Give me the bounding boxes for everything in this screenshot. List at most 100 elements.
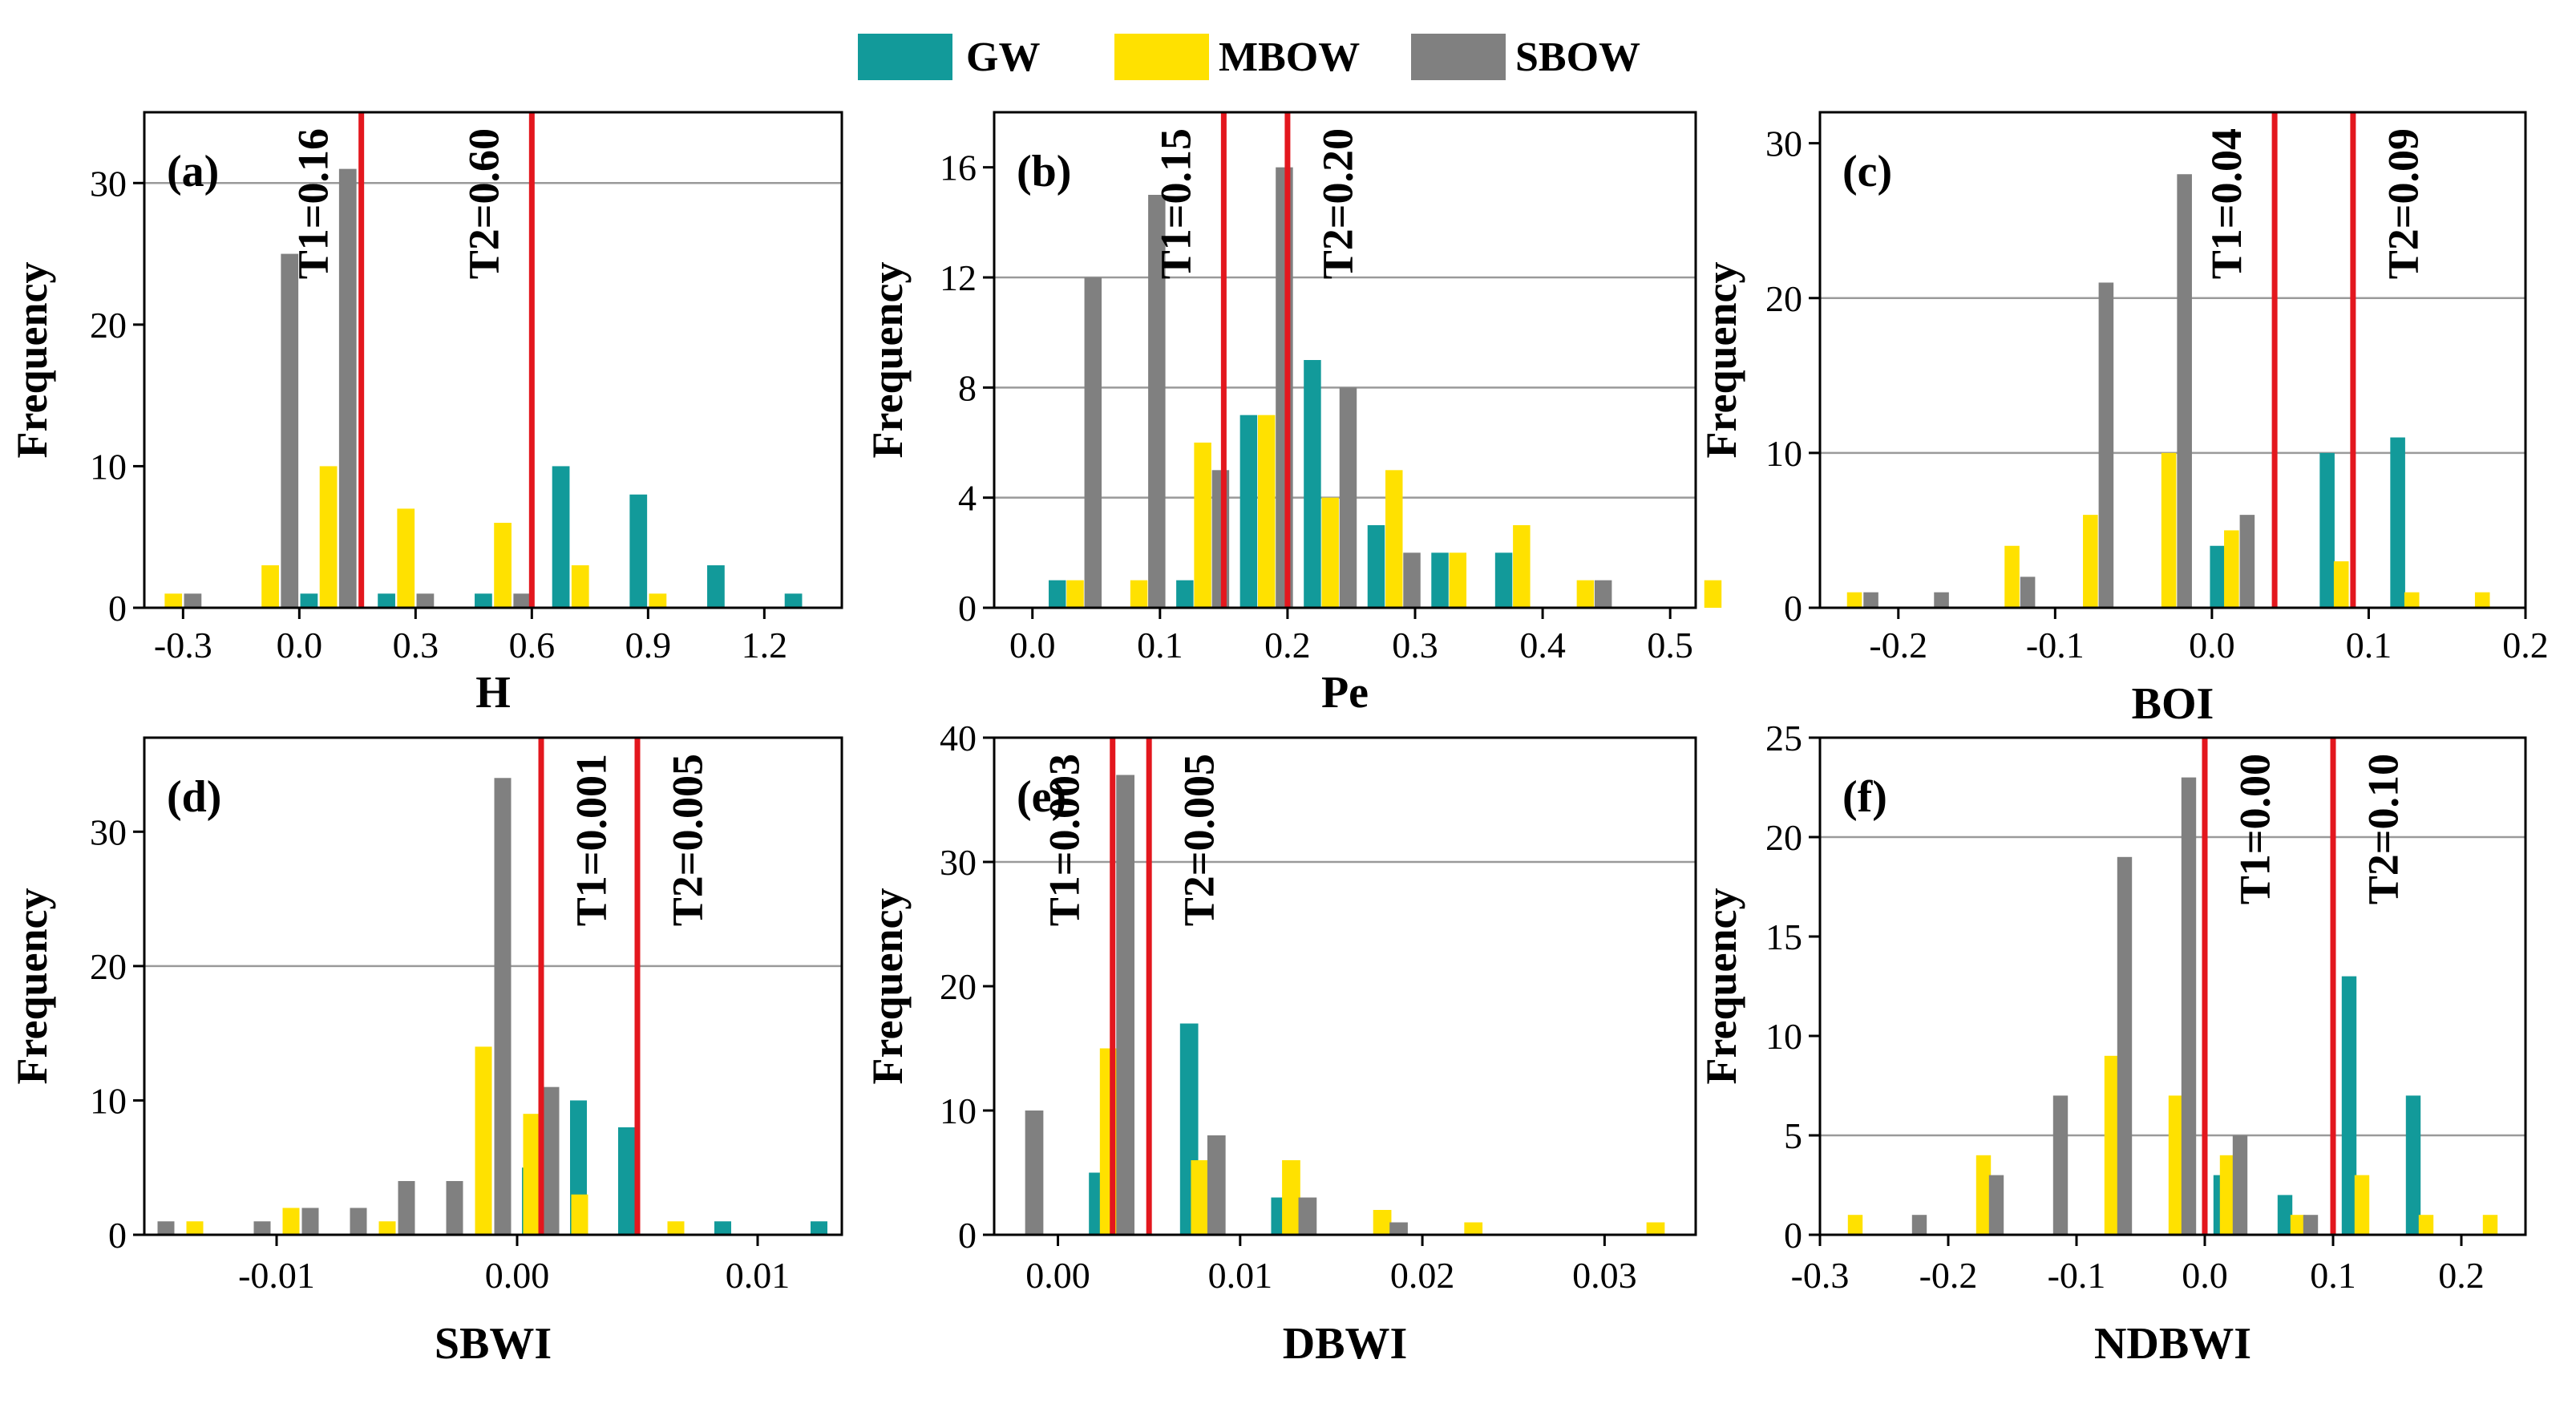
bar-sbow — [1276, 167, 1293, 608]
y-tick-label: 30 — [90, 163, 127, 204]
bar-mbow — [2004, 545, 2020, 608]
bar-gw — [475, 593, 492, 608]
x-tick-label: 0.0 — [2182, 1255, 2228, 1296]
bar-gw — [1494, 552, 1513, 608]
bar-mbow — [2474, 592, 2490, 608]
x-axis-title: Pe — [1321, 668, 1369, 718]
bar-mbow — [2224, 530, 2239, 608]
bar-sbow — [2117, 856, 2133, 1235]
bar-sbow — [494, 778, 512, 1235]
bar-sbow — [281, 253, 299, 608]
x-tick-label: -0.2 — [1869, 625, 1927, 665]
bar-gw — [618, 1127, 635, 1235]
y-tick-label: 15 — [1765, 916, 1802, 957]
bar-gw — [300, 593, 318, 608]
y-tick-label: 20 — [1765, 278, 1802, 319]
y-tick-label: 10 — [1765, 1016, 1802, 1057]
bar-gw — [1367, 525, 1385, 608]
bar-mbow — [1385, 470, 1403, 608]
bar-mbow — [571, 1194, 588, 1235]
panel-a: T1=0.16 T2=0.60 0 10 20 30 -0.3 0.0 0.3 0.6 0.9 1.2… — [8, 111, 843, 718]
x-tick-label: -0.2 — [1919, 1255, 1978, 1296]
bar-gw — [811, 1221, 827, 1235]
x-tick-label: 0.00 — [485, 1255, 550, 1296]
bar-sbow — [2303, 1215, 2319, 1235]
bar-mbow — [494, 523, 512, 608]
y-axis-title: Frequency — [1697, 888, 1745, 1085]
y-tick-label: 0 — [1784, 588, 1802, 629]
bar-mbow — [1975, 1155, 1992, 1235]
y-tick-label: 10 — [90, 446, 127, 487]
bar-sbow — [2239, 515, 2255, 608]
bar-sbow — [157, 1221, 175, 1235]
y-tick-label: 20 — [940, 966, 977, 1007]
bar-sbow — [1911, 1215, 1927, 1235]
x-axis-title: BOI — [2132, 679, 2214, 729]
y-tick-label: 0 — [958, 588, 977, 629]
bar-gw — [1304, 360, 1321, 608]
y-tick-label: 10 — [90, 1080, 127, 1121]
threshold-label-2: T2=0.60 — [459, 128, 508, 279]
threshold-label-2: T2=0.005 — [663, 754, 711, 926]
x-tick-label: 0.9 — [625, 625, 672, 665]
x-tick-label: 0.0 — [1009, 625, 1056, 665]
bar-sbow — [2052, 1095, 2068, 1235]
bar-sbow — [1339, 387, 1357, 608]
bar-mbow — [1449, 552, 1467, 608]
x-tick-label: 0.02 — [1390, 1255, 1455, 1296]
x-tick-label: -0.3 — [1791, 1255, 1850, 1296]
plot-frame — [1818, 736, 2527, 1236]
panel-label: (b) — [1017, 147, 1071, 196]
bar-gw — [784, 593, 803, 608]
y-axis-title: Frequency — [8, 888, 56, 1085]
y-tick-label: 5 — [1784, 1115, 1802, 1156]
bar-sbow — [1211, 470, 1230, 608]
x-tick-label: 0.6 — [509, 625, 556, 665]
bar-sbow — [1389, 1222, 1408, 1235]
x-tick-label: 0.2 — [1264, 625, 1311, 665]
y-tick-label: 30 — [940, 842, 977, 883]
y-tick-label: 0 — [108, 588, 127, 629]
legend-label-mbow: MBOW — [1219, 34, 1360, 80]
bar-sbow — [184, 593, 202, 608]
bar-sbow — [1403, 552, 1421, 608]
x-tick-label: 0.03 — [1572, 1255, 1637, 1296]
y-tick-label: 10 — [1765, 433, 1802, 474]
bar-mbow — [2418, 1215, 2434, 1235]
bar-mbow — [571, 565, 589, 608]
bar-sbow — [2098, 282, 2114, 608]
x-tick-label: 0.01 — [1208, 1255, 1273, 1296]
x-tick-label: 0.00 — [1025, 1255, 1090, 1296]
bar-gw — [2277, 1195, 2293, 1235]
bar-mbow — [475, 1046, 492, 1235]
x-tick-label: 0.2 — [2502, 625, 2549, 665]
bar-mbow — [2404, 592, 2420, 608]
threshold-label-2: T2=0.005 — [1175, 754, 1223, 926]
bar-sbow — [2232, 1135, 2248, 1235]
bar-sbow — [542, 1086, 560, 1235]
bar-mbow — [2168, 1095, 2184, 1235]
bar-sbow — [2181, 777, 2197, 1235]
bar-sbow — [416, 593, 435, 608]
bar-sbow — [2020, 576, 2036, 608]
x-axis-title: NDBWI — [2094, 1319, 2251, 1369]
bar-sbow — [1148, 195, 1166, 608]
y-tick-label: 40 — [940, 718, 977, 759]
bar-gw — [1431, 552, 1449, 608]
bar-sbow — [1298, 1197, 1317, 1235]
bar-mbow — [1066, 580, 1084, 608]
y-tick-label: 4 — [958, 478, 977, 519]
x-axis-title: DBWI — [1283, 1319, 1408, 1369]
panel-f: T1=0.00 T2=0.10 0 5 10 15 20 25 -0.3 -0.2 -0.1 0.0 0… — [1697, 718, 2527, 1369]
bar-gw — [2405, 1095, 2421, 1235]
bar-sbow — [301, 1208, 319, 1235]
panel-label: (d) — [167, 772, 221, 822]
panel-b: T1=0.15 T2=0.20 0 4 8 12 16 0.0 0.1 0.2 0.3 0.4 0.5 P… — [863, 111, 1722, 718]
bar-gw — [2210, 545, 2226, 608]
y-tick-label: 30 — [90, 811, 127, 852]
bar-gw — [1176, 580, 1194, 608]
panel-d: T1=0.001 T2=0.005 0 10 20 30 -0.01 0.00 0.01 SBWI… — [8, 736, 843, 1369]
legend-swatch-mbow — [1114, 34, 1209, 80]
